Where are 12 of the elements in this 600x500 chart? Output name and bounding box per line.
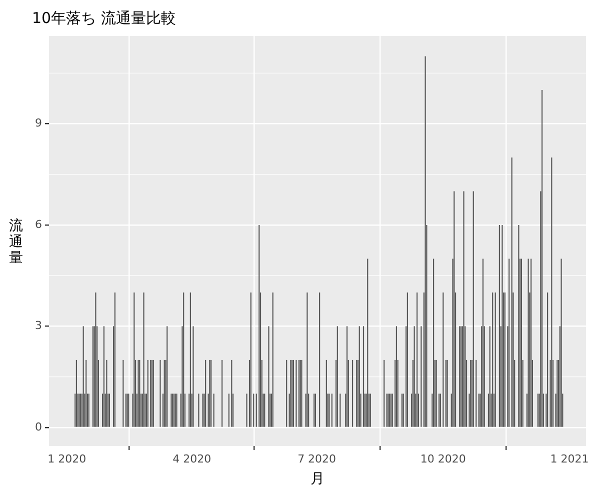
x-tick-label: 10 2020 — [420, 452, 466, 466]
y-tick-label: 3 — [35, 319, 42, 332]
chart-title: 10年落ち 流通量比較 — [32, 8, 176, 27]
x-tick-label: 1 2020 — [48, 452, 86, 466]
x-axis-title: 月 — [310, 471, 324, 488]
x-tick-label: 1 2021 — [550, 452, 589, 466]
y-tick-label: 0 — [35, 420, 42, 434]
x-tick-label: 4 2020 — [172, 452, 212, 466]
x-tick-label: 7 2020 — [298, 452, 336, 466]
y-axis-title: 流通量 — [8, 218, 24, 266]
y-tick-label: 9 — [35, 116, 42, 130]
y-tick-label: 6 — [35, 218, 42, 231]
